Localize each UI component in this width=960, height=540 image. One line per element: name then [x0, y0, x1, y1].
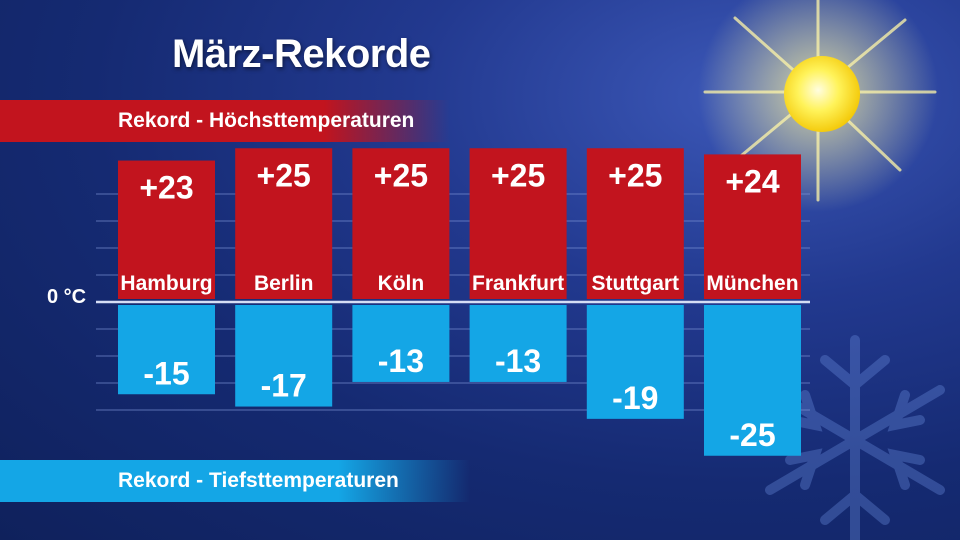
- high-bar-münchen: [704, 154, 801, 299]
- high-bar-stuttgart: [586, 148, 684, 299]
- high-bar-berlin: [235, 148, 333, 299]
- city-label: Berlin: [254, 272, 314, 295]
- low-value-label: -15: [143, 355, 189, 391]
- low-bar-hamburg: [118, 305, 215, 395]
- city-label: Stuttgart: [592, 272, 680, 295]
- city-label: Hamburg: [120, 272, 212, 295]
- high-value-label: +23: [139, 170, 193, 206]
- city-label: Frankfurt: [472, 272, 564, 295]
- high-bar-köln: [352, 148, 450, 299]
- low-value-label: -13: [495, 343, 541, 379]
- city-label: München: [706, 272, 798, 295]
- chart-title: März-Rekorde: [172, 32, 431, 76]
- high-bar-hamburg: [118, 160, 215, 299]
- low-bar-stuttgart: [586, 305, 684, 419]
- labels-group: +23 Hamburg -15 +25 Berlin -17 +25 Köln -13 +25 Fr…: [120, 157, 798, 453]
- high-value-label: +25: [491, 157, 545, 193]
- low-bar-münchen: [704, 305, 801, 456]
- low-value-label: -13: [378, 343, 424, 379]
- high-bar-frankfurt: [469, 148, 567, 299]
- high-value-label: +24: [725, 163, 779, 199]
- low-bar-frankfurt: [469, 305, 567, 382]
- high-value-label: +25: [257, 157, 311, 193]
- low-series-label: Rekord - Tiefsttemperaturen: [0, 460, 470, 502]
- high-series-label: Rekord - Höchsttemperaturen: [0, 100, 450, 142]
- zero-axis-label: 0 °C: [47, 286, 87, 308]
- low-bar-berlin: [235, 305, 333, 407]
- high-value-label: +25: [374, 157, 428, 193]
- low-value-label: -19: [612, 380, 658, 416]
- bars-group: [118, 148, 801, 456]
- low-value-label: -25: [729, 417, 775, 453]
- low-bar-köln: [352, 305, 450, 382]
- low-value-label: -17: [261, 368, 307, 404]
- city-label: Köln: [378, 272, 425, 295]
- high-value-label: +25: [608, 157, 662, 193]
